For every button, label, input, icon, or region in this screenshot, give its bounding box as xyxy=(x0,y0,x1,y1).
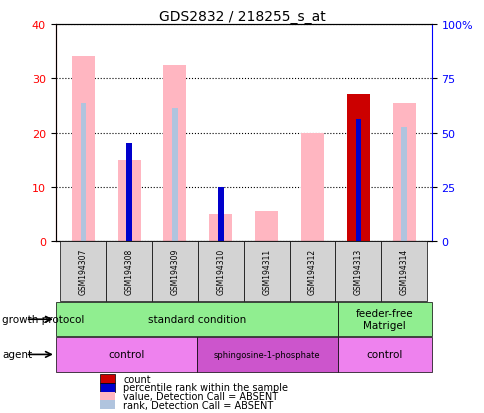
FancyBboxPatch shape xyxy=(335,242,380,301)
Text: standard condition: standard condition xyxy=(147,314,245,325)
Text: sphingosine-1-phosphate: sphingosine-1-phosphate xyxy=(213,350,320,359)
Bar xyxy=(118,160,140,242)
FancyBboxPatch shape xyxy=(106,242,151,301)
Text: GSM194314: GSM194314 xyxy=(399,249,408,294)
Text: feeder-free
Matrigel: feeder-free Matrigel xyxy=(355,309,413,330)
Bar xyxy=(163,65,186,242)
Bar xyxy=(80,103,86,242)
Bar xyxy=(255,212,277,242)
Bar xyxy=(392,103,415,242)
Text: GSM194313: GSM194313 xyxy=(353,249,362,294)
FancyBboxPatch shape xyxy=(337,337,431,372)
Text: value, Detection Call = ABSENT: value, Detection Call = ABSENT xyxy=(123,391,278,401)
Bar xyxy=(100,392,114,401)
FancyBboxPatch shape xyxy=(337,302,431,337)
Bar xyxy=(126,144,132,242)
FancyBboxPatch shape xyxy=(56,302,337,337)
Bar xyxy=(172,109,177,242)
Bar xyxy=(218,188,223,242)
FancyBboxPatch shape xyxy=(243,242,289,301)
Bar xyxy=(346,95,369,242)
Bar xyxy=(301,133,323,242)
Bar xyxy=(355,120,360,242)
Text: GSM194310: GSM194310 xyxy=(216,249,225,294)
FancyBboxPatch shape xyxy=(151,242,197,301)
FancyBboxPatch shape xyxy=(197,337,337,372)
Bar xyxy=(72,57,94,242)
Text: percentile rank within the sample: percentile rank within the sample xyxy=(123,382,287,392)
Text: GSM194312: GSM194312 xyxy=(307,249,317,294)
Bar xyxy=(100,401,114,409)
Text: growth protocol: growth protocol xyxy=(2,314,85,325)
Text: GSM194307: GSM194307 xyxy=(78,248,88,295)
Text: GSM194311: GSM194311 xyxy=(261,249,271,294)
FancyBboxPatch shape xyxy=(289,242,335,301)
FancyBboxPatch shape xyxy=(197,242,243,301)
Text: GSM194309: GSM194309 xyxy=(170,248,179,295)
Bar xyxy=(100,383,114,392)
Bar xyxy=(209,214,232,242)
Text: count: count xyxy=(123,374,151,384)
Text: control: control xyxy=(108,349,144,360)
Text: rank, Detection Call = ABSENT: rank, Detection Call = ABSENT xyxy=(123,400,273,410)
Text: agent: agent xyxy=(2,349,32,360)
FancyBboxPatch shape xyxy=(380,242,426,301)
Text: GDS2832 / 218255_s_at: GDS2832 / 218255_s_at xyxy=(159,10,325,24)
FancyBboxPatch shape xyxy=(56,337,197,372)
FancyBboxPatch shape xyxy=(60,242,106,301)
Bar xyxy=(100,375,114,383)
Bar xyxy=(401,128,406,242)
Text: control: control xyxy=(366,349,402,360)
Text: GSM194308: GSM194308 xyxy=(124,249,133,294)
